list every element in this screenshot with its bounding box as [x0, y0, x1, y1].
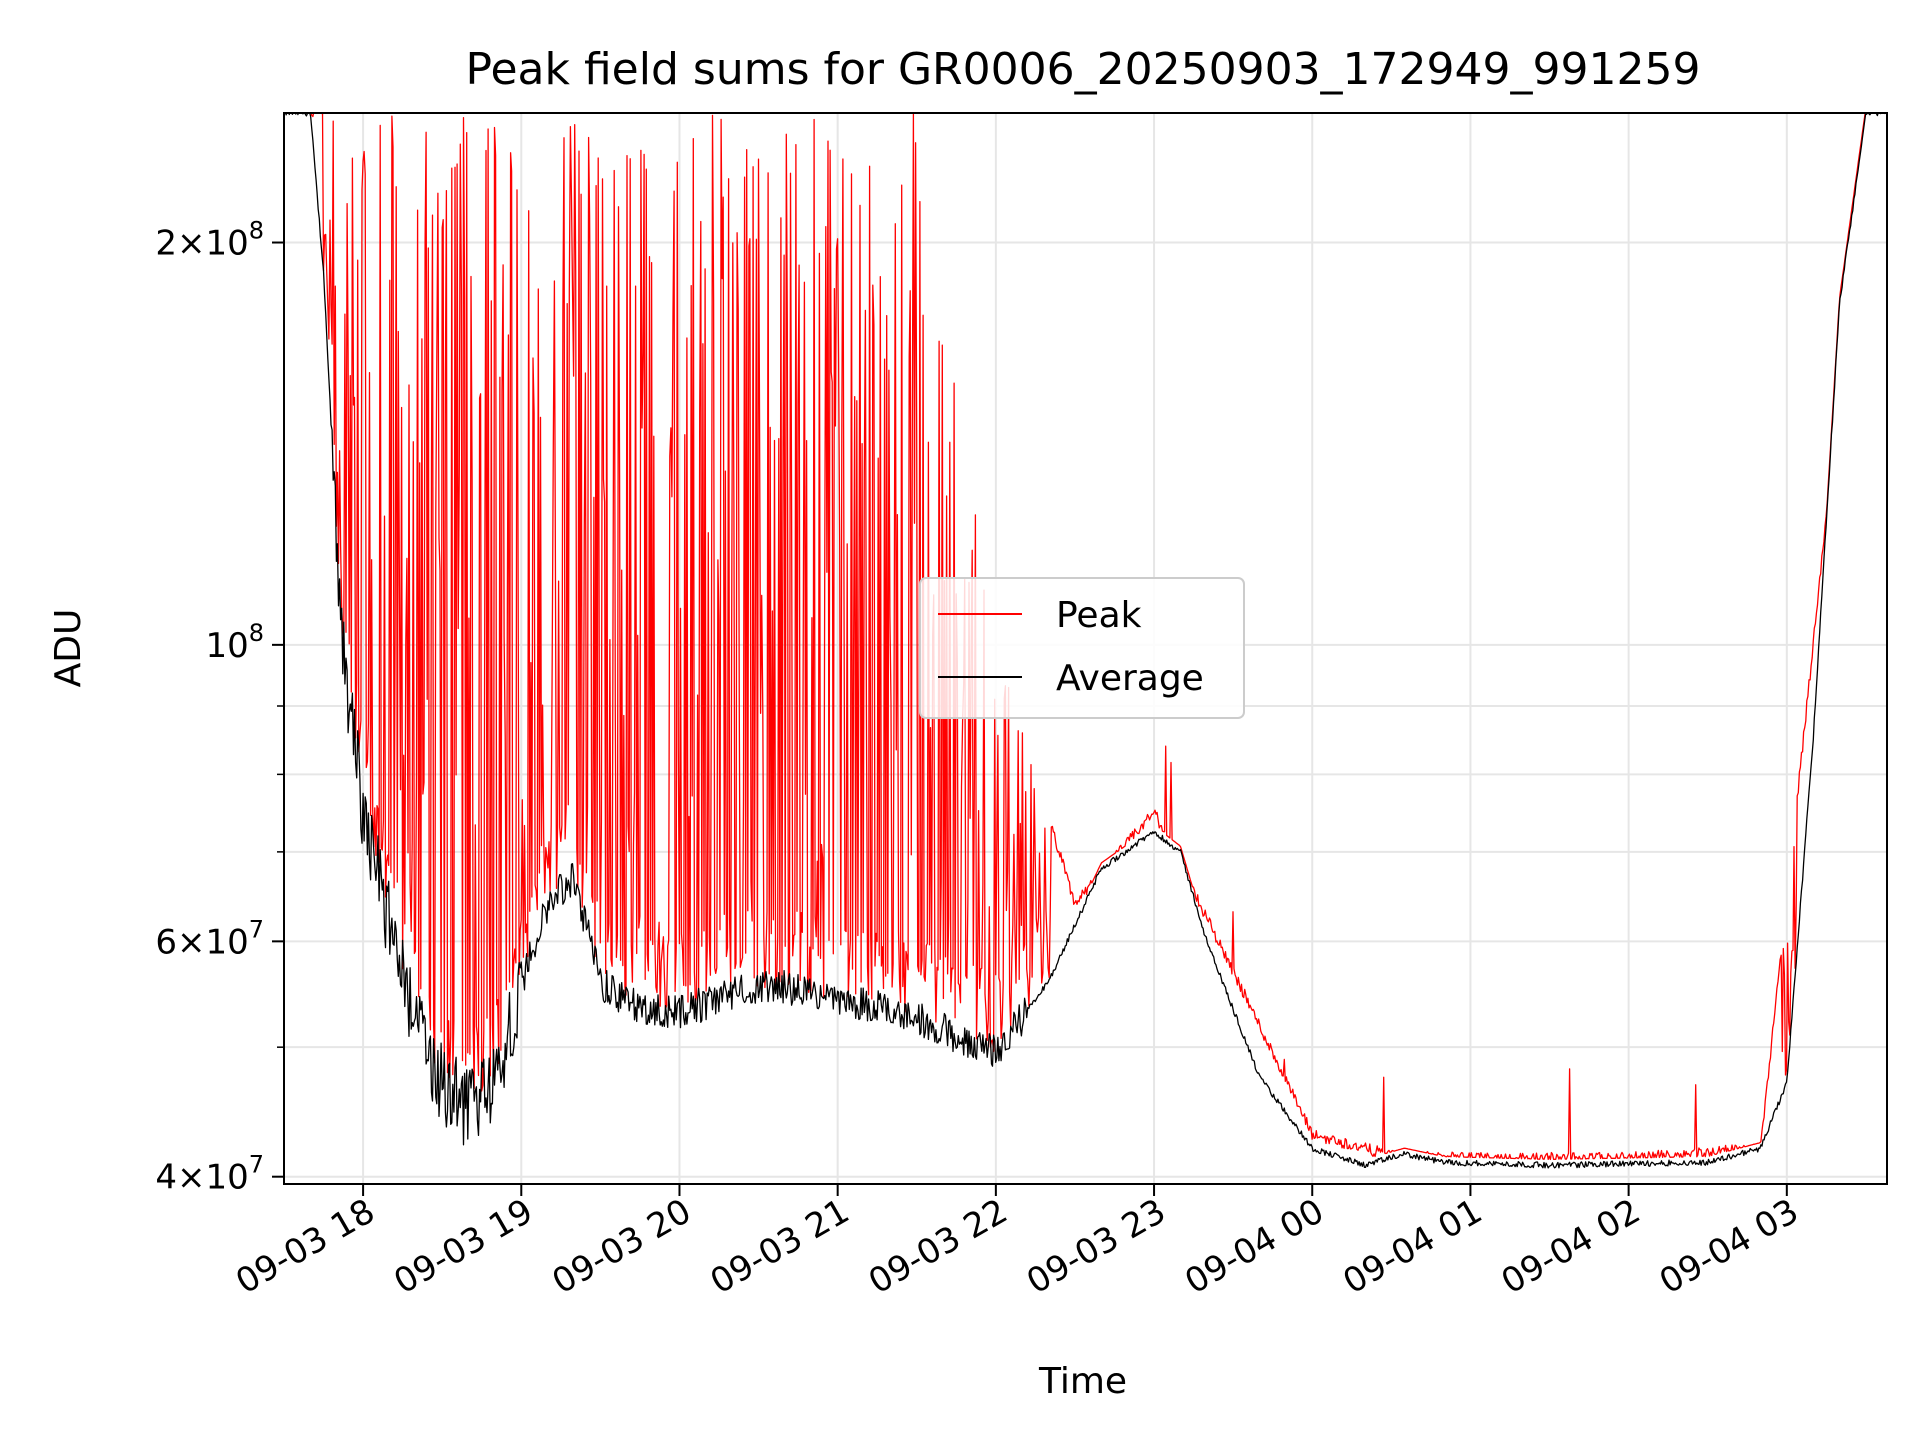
y-tick-label: 2×108 — [155, 217, 264, 264]
y-tick-times: × — [177, 922, 206, 962]
plot-area — [285, 113, 1886, 1169]
y-tick-mantissa: 6 — [155, 922, 177, 962]
y-axis-label: ADU — [48, 609, 89, 688]
y-tick-exponent: 8 — [249, 619, 264, 647]
y-tick-base: 10 — [205, 626, 248, 666]
y-tick-times: × — [177, 1158, 206, 1198]
y-tick-base: 10 — [205, 224, 248, 264]
x-axis-label: Time — [1038, 1361, 1127, 1402]
y-tick-label: 4×107 — [155, 1151, 264, 1198]
y-tick-exponent: 7 — [249, 915, 264, 943]
y-tick-mantissa: 2 — [155, 224, 177, 264]
series-peak-line — [310, 113, 1866, 1161]
series-average-line — [285, 113, 1886, 1169]
y-tick-base: 10 — [205, 1158, 248, 1198]
y-tick-times: × — [177, 224, 206, 264]
legend: Peak Average — [919, 577, 1245, 719]
y-tick-exponent: 8 — [249, 217, 264, 245]
legend-average-label: Average — [1056, 658, 1204, 699]
y-tick-exponent: 7 — [249, 1151, 264, 1179]
y-tick-label: 6×107 — [155, 915, 264, 962]
chart-title: Peak field sums for GR0006_20250903_1729… — [466, 44, 1701, 95]
legend-peak-label: Peak — [1056, 595, 1142, 636]
y-tick-mantissa: 4 — [155, 1158, 177, 1198]
plot-frame — [283, 112, 1888, 1185]
y-tick-base: 10 — [205, 922, 248, 962]
y-tick-label: 108 — [205, 619, 264, 666]
